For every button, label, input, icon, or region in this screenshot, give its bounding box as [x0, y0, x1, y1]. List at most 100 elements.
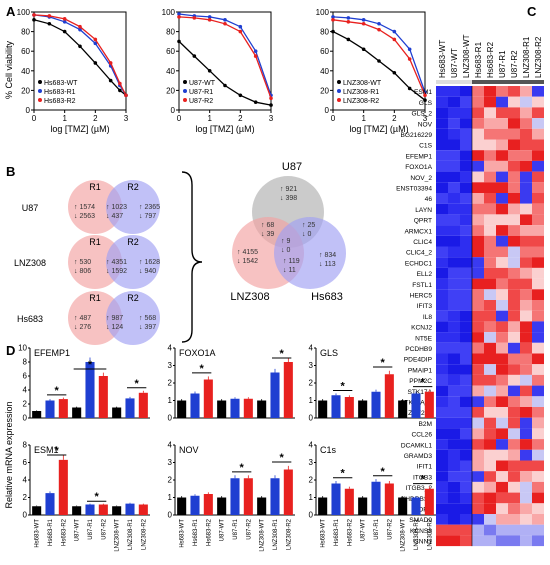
heatmap-cell — [436, 278, 448, 290]
heatmap-cell — [460, 86, 472, 97]
y-tick-label: 2 — [23, 493, 28, 502]
y-tick-label: 0 — [23, 414, 28, 423]
legend-entry: U87-WT — [189, 80, 216, 87]
venn-Hs683: Hs683 R1 R2 ↑ 487 ↓ 276 ↑ 987 ↓ 124 ↑ 568 ↓ 397 — [17, 291, 160, 345]
x-tick-label: LNZ308-WT — [260, 519, 266, 552]
gene-label: PDE4DIP — [404, 357, 433, 364]
x-tick-label: U87-R2 — [101, 518, 107, 539]
label-u87: U87 — [282, 161, 302, 173]
venn-LNZ308: LNZ308 R1 R2 ↑ 530 ↓ 806 ↑ 4351 ↓ 1592 ↑ 1628 ↓ … — [14, 235, 160, 289]
significance-star: * — [280, 452, 285, 464]
bar — [58, 459, 68, 515]
heatmap-cell — [532, 86, 544, 97]
heatmap-cell — [520, 385, 532, 397]
data-point — [331, 15, 335, 19]
heatmap-cell — [484, 193, 496, 204]
heatmap-cell — [532, 289, 544, 300]
panel-d-label: D — [6, 343, 15, 358]
heatmap-cell — [496, 118, 508, 129]
heatmap-cell — [520, 203, 532, 215]
heatmap-cell — [496, 182, 508, 193]
r1-down: ↓ 2563 — [74, 213, 95, 220]
heatmap-cell — [508, 214, 520, 226]
heatmap-cell — [484, 492, 496, 504]
heatmap-cell — [472, 460, 484, 472]
heatmap-cell — [508, 524, 520, 536]
heatmap-cell — [532, 492, 544, 504]
y-tick-label: 40 — [166, 67, 175, 76]
heatmap-cell — [484, 481, 496, 493]
legend-marker — [183, 98, 187, 102]
heatmap-cell — [484, 535, 496, 547]
heatmap-cell — [460, 107, 472, 119]
heatmap-cell — [484, 235, 496, 247]
heatmap-cell — [460, 439, 472, 450]
venn-triple: U87 LNZ308 Hs683 ↑ 921 ↓ 398 ↑ 4155 ↓ 1542 ↑ 83… — [230, 161, 346, 303]
heatmap-cell — [496, 214, 508, 226]
y-tick-label: 4 — [309, 344, 314, 353]
heatmap-cell — [496, 203, 508, 215]
data-point — [346, 16, 351, 20]
bar — [398, 400, 408, 418]
venn-row-label: Hs683 — [17, 314, 43, 324]
x-tick-label: 0 — [331, 114, 336, 123]
heatmap-cell — [496, 107, 508, 119]
heatmap-cell — [484, 278, 496, 290]
gene-label: ECHDC1 — [405, 260, 432, 267]
heatmap-cell — [436, 139, 448, 151]
data-point — [407, 86, 412, 91]
heatmap-cell — [448, 342, 460, 354]
heatmap-cell — [508, 535, 520, 547]
gene-label: ITGB3 — [413, 474, 432, 481]
bar — [398, 497, 408, 515]
heatmap-cell — [448, 471, 460, 482]
heatmap-cell — [448, 535, 460, 547]
data-point — [62, 20, 67, 24]
x-tick-label: LNZ308-R1 — [273, 518, 279, 550]
heatmap-cell — [532, 128, 544, 140]
heatmap-cell — [532, 321, 544, 333]
heatmap-cell — [460, 257, 472, 268]
heatmap-cell — [436, 514, 448, 525]
heatmap-cell — [532, 278, 544, 290]
bar — [125, 503, 135, 515]
heatmap-cell — [508, 471, 520, 482]
data-point — [192, 16, 197, 20]
heatmap-cell — [520, 289, 532, 300]
gene-label: NOPE — [413, 507, 432, 514]
significance-star: * — [341, 381, 346, 393]
heatmap-cell — [508, 342, 520, 354]
x-tick-label: U87-WT — [220, 519, 226, 542]
heatmap-cell — [436, 150, 448, 161]
data-point — [331, 18, 335, 22]
data-point — [346, 37, 351, 42]
bar — [45, 493, 55, 515]
y-tick-label: 2 — [309, 379, 314, 388]
heatmap-cell — [436, 310, 448, 322]
heatmap-cell — [520, 86, 532, 97]
gene-label: KCNS3 — [410, 528, 432, 535]
heatmap-cell — [472, 385, 484, 397]
heatmap-cell — [520, 428, 532, 440]
y-tick-label: 1 — [168, 493, 173, 502]
heatmap-cell — [484, 246, 496, 258]
heatmap-cell — [460, 353, 472, 365]
bar — [190, 393, 200, 418]
bar — [257, 400, 267, 418]
data-point — [223, 83, 227, 88]
data-point — [47, 14, 52, 18]
y-tick-label: 3 — [168, 361, 173, 370]
u87-hs683-down: ↓ 0 — [302, 231, 311, 238]
circle-r2 — [106, 291, 160, 345]
heatmap-cell — [520, 407, 532, 418]
heatmap-cell — [520, 214, 532, 226]
heatmap-cell — [520, 374, 532, 386]
gene-label: ARMCX1 — [405, 228, 433, 235]
heatmap-cell — [448, 267, 460, 279]
heatmap-cell — [436, 460, 448, 472]
heatmap-cell — [520, 160, 532, 172]
data-point — [238, 93, 243, 98]
data-point — [32, 18, 36, 22]
circle-r1 — [68, 235, 122, 289]
data-point — [377, 21, 381, 26]
